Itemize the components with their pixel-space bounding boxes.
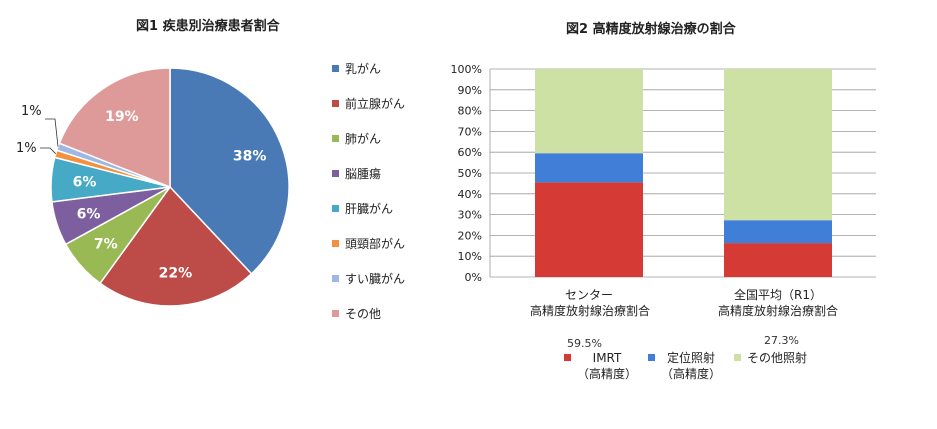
pie-legend-label: 乳がん [345,62,382,76]
pie-chart: 38% 22% 7% 6% 6% 1% 1% 19% [16,67,290,307]
pie-value-label: 1% [21,104,42,119]
legend-swatch [332,170,339,177]
legend-line: （高精度） [577,367,638,381]
legend-swatch [648,354,655,361]
pie-value-label: 6% [77,206,101,222]
category-line: 全国平均（R1） [734,288,822,302]
pie-legend-item: 乳がん [332,60,381,77]
legend-swatch [734,354,741,361]
bar-segment [724,243,832,277]
y-tick-label: 90% [458,84,482,97]
y-tick-label: 10% [458,250,482,263]
pie-legend-label: その他 [345,307,382,321]
pie-slice [169,67,290,275]
category-line: 高精度放射線治療割合 [530,304,651,318]
legend-swatch [332,310,339,317]
pie-legend-item: その他 [332,305,381,322]
legend-swatch [332,240,339,247]
y-tick-label: 100% [451,63,482,76]
legend-swatch [332,275,339,282]
pie-legend-label: 前立腺がん [345,97,406,111]
bar-segment [724,220,832,244]
bar-legend-item: その他照射 [734,350,807,366]
bar-category-label: 全国平均（R1） 高精度放射線治療割合 [716,287,840,319]
bar-segment [724,69,832,221]
bar-category-label: センター 高精度放射線治療割合 [530,287,651,319]
y-tick-label: 0% [465,271,482,284]
pie-value-label: 38% [233,148,267,164]
center-total-note: 59.5% [567,337,602,350]
y-tick-label: 20% [458,229,482,242]
pie-legend-label: 頭頸部がん [345,237,406,251]
legend-line: IMRT [592,351,622,365]
legend-swatch [332,65,339,72]
bar-legend-item: 定位照射 （高精度） [648,350,721,382]
legend-swatch [332,205,339,212]
category-line: 高精度放射線治療割合 [717,304,838,318]
pie-legend-item: 前立腺がん [332,95,405,112]
pie-chart-title: 図1 疾患別治療患者割合 [136,19,280,34]
pie-value-label: 1% [16,141,37,156]
legend-swatch [564,354,571,361]
y-tick-label: 40% [458,188,482,201]
y-tick-label: 30% [458,209,482,222]
bar-segment [535,69,643,154]
pie-legend-item: 肝臓がん [332,200,393,217]
legend-line: 定位照射 [667,351,716,365]
pie-leader-line [45,118,59,147]
bar-segment [535,182,643,277]
pie-slice [58,67,171,189]
legend-line: その他照射 [747,351,808,365]
legend-swatch [332,135,339,142]
y-tick-label: 70% [458,125,482,138]
category-line: センター [564,288,613,302]
pie-legend-label: すい臓がん [345,272,406,286]
pie-value-label: 6% [73,175,97,191]
y-tick-label: 80% [458,105,482,118]
pie-legend-label: 肺がん [345,132,382,146]
pie-legend-item: 脳腫瘍 [332,165,381,182]
y-tick-label: 60% [458,146,482,159]
legend-swatch [332,100,339,107]
national-total-note: 27.3% [764,334,799,347]
y-tick-label: 50% [458,167,482,180]
pie-legend-item: 頭頸部がん [332,235,405,252]
pie-legend-item: 肺がん [332,130,381,147]
pie-value-label: 7% [94,237,118,253]
pie-legend-item: すい臓がん [332,270,405,287]
legend-line: （高精度） [661,367,722,381]
pie-value-label: 22% [159,266,193,282]
pie-value-label: 19% [105,109,139,125]
bar-segment [535,153,643,183]
bar-chart-title: 図2 高精度放射線治療の割合 [566,22,736,37]
pie-legend-label: 肝臓がん [345,202,394,216]
pie-legend-label: 脳腫瘍 [345,167,382,181]
bar-legend-item: IMRT （高精度） [564,350,637,382]
pie-slice [99,185,253,307]
pie-leader-line [40,147,57,155]
